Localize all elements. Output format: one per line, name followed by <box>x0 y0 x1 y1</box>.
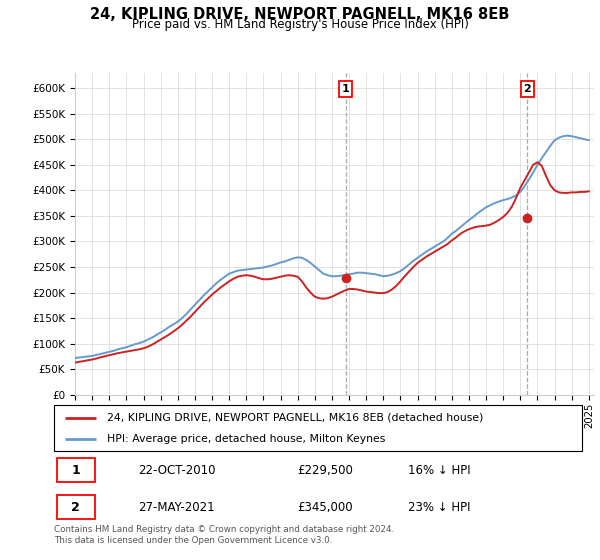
Text: 22-OCT-2010: 22-OCT-2010 <box>139 464 216 477</box>
Text: 16% ↓ HPI: 16% ↓ HPI <box>408 464 470 477</box>
Text: Contains HM Land Registry data © Crown copyright and database right 2024.
This d: Contains HM Land Registry data © Crown c… <box>54 525 394 545</box>
Text: 1: 1 <box>71 464 80 477</box>
Text: £345,000: £345,000 <box>297 501 353 514</box>
Text: Price paid vs. HM Land Registry's House Price Index (HPI): Price paid vs. HM Land Registry's House … <box>131 18 469 31</box>
Text: 1: 1 <box>342 84 350 94</box>
Text: 2: 2 <box>523 84 531 94</box>
Text: 27-MAY-2021: 27-MAY-2021 <box>139 501 215 514</box>
Text: 2: 2 <box>71 501 80 514</box>
Text: HPI: Average price, detached house, Milton Keynes: HPI: Average price, detached house, Milt… <box>107 435 385 444</box>
FancyBboxPatch shape <box>54 405 582 451</box>
Text: 24, KIPLING DRIVE, NEWPORT PAGNELL, MK16 8EB (detached house): 24, KIPLING DRIVE, NEWPORT PAGNELL, MK16… <box>107 413 483 423</box>
FancyBboxPatch shape <box>56 459 95 482</box>
FancyBboxPatch shape <box>56 496 95 519</box>
Text: 24, KIPLING DRIVE, NEWPORT PAGNELL, MK16 8EB: 24, KIPLING DRIVE, NEWPORT PAGNELL, MK16… <box>91 7 509 22</box>
Text: 23% ↓ HPI: 23% ↓ HPI <box>408 501 470 514</box>
Text: £229,500: £229,500 <box>297 464 353 477</box>
